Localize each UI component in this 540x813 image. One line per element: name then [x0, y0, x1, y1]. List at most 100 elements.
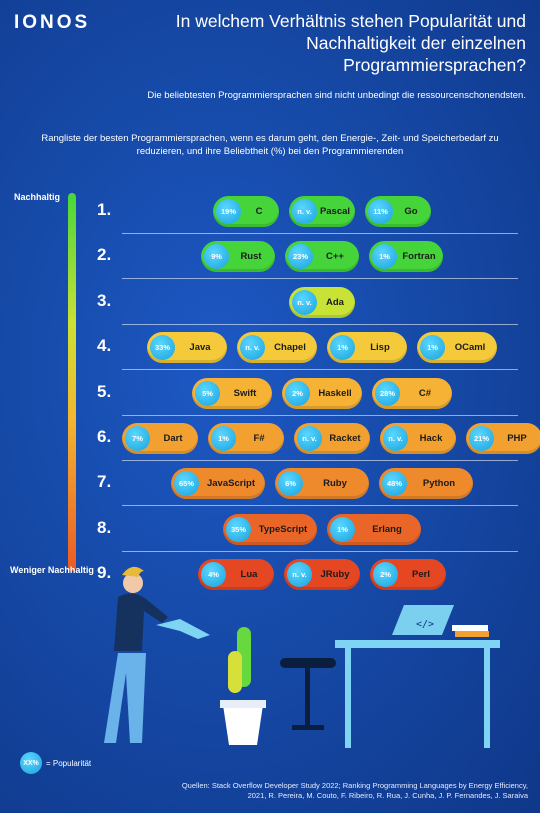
- popularity-badge: 48%: [382, 471, 407, 497]
- language-pill: n. v. JRuby: [284, 559, 360, 591]
- rank-number: 1.: [97, 200, 112, 219]
- ionos-logo: IONOS: [14, 12, 91, 33]
- popularity-badge: 19%: [216, 199, 241, 224]
- desk-icon: [335, 640, 500, 648]
- popularity-badge: 4%: [201, 562, 226, 588]
- page-subtitle: Die beliebtesten Programmiersprachen sin…: [147, 90, 526, 101]
- row-divider: [122, 414, 518, 416]
- popularity-badge: 1%: [211, 426, 236, 451]
- row-divider: [122, 233, 518, 234]
- language-name: Ruby: [323, 478, 347, 490]
- language-pill: 4% Lua: [198, 559, 274, 591]
- popularity-badge: 9%: [204, 244, 229, 270]
- language-name: Haskell: [318, 387, 352, 399]
- popularity-badge: n. v.: [297, 426, 322, 451]
- rank-number: 5.: [97, 381, 112, 401]
- language-pill: 48% Python: [379, 468, 473, 500]
- rank-number: 2.: [97, 245, 112, 265]
- language-pill: 1% OCaml: [417, 332, 497, 364]
- popularity-badge: n. v.: [240, 335, 265, 361]
- language-name: Java: [189, 342, 211, 354]
- language-pill: 9% Rust: [201, 241, 275, 273]
- language-name: Rust: [240, 251, 262, 263]
- rank-number: 9.: [97, 563, 112, 583]
- popularity-badge: n. v.: [383, 426, 408, 451]
- language-name: F#: [253, 433, 265, 444]
- language-pill: 21% PHP: [466, 423, 540, 454]
- chair-icon: [280, 658, 336, 668]
- popularity-badge: n. v.: [292, 199, 317, 224]
- developer-illustration: </>: [104, 566, 500, 748]
- language-name: Erlang: [372, 523, 402, 535]
- source-note: Quellen: Stack Overflow Developer Study …: [181, 781, 528, 800]
- language-pill: 6% Ruby: [275, 468, 369, 500]
- language-name: C: [255, 206, 263, 217]
- popularity-badge: 28%: [375, 380, 400, 406]
- rank-number: 8.: [97, 517, 112, 537]
- rank-number: 3.: [97, 290, 112, 310]
- language-name: PHP: [507, 433, 527, 444]
- language-pill: 19% C: [213, 196, 279, 227]
- language-pill: 1% F#: [208, 423, 284, 454]
- person-legs-icon: [104, 653, 146, 743]
- language-pill: n. v. Racket: [294, 423, 370, 454]
- row-divider: [122, 323, 518, 325]
- popularity-badge: 33%: [150, 335, 175, 361]
- row-divider: [122, 278, 518, 280]
- language-name: Dart: [163, 433, 183, 444]
- language-name: Ada: [326, 296, 344, 308]
- language-name: Racket: [329, 433, 361, 444]
- language-pill: 35% TypeScript: [223, 513, 317, 545]
- popularity-badge: 65%: [174, 471, 199, 497]
- language-name: Pascal: [319, 206, 351, 217]
- legend-text: = Popularität: [46, 758, 92, 768]
- language-pill: 1% Fortran: [369, 241, 443, 273]
- popularity-badge: n. v.: [287, 562, 312, 588]
- popularity-badge: n. v.: [292, 289, 317, 315]
- laptop-icon: [392, 605, 454, 635]
- language-name: Python: [422, 478, 456, 490]
- row-divider: [122, 505, 518, 507]
- row-divider: [122, 460, 518, 461]
- person-head-icon: [123, 573, 143, 593]
- popularity-badge: 11%: [368, 199, 393, 224]
- language-name: Swift: [233, 387, 257, 399]
- language-pill: 23% C++: [285, 241, 359, 273]
- popularity-badge: 1%: [330, 335, 355, 361]
- language-pill: 2% Perl: [370, 559, 446, 591]
- language-name: C#: [418, 387, 432, 399]
- rank-number: 4.: [97, 336, 112, 356]
- person-body-icon: [114, 593, 168, 651]
- language-pill: 5% Swift: [192, 377, 272, 409]
- language-name: Lisp: [370, 342, 390, 354]
- language-pill: n. v. Pascal: [289, 196, 355, 227]
- language-pill: 1% Lisp: [327, 332, 407, 364]
- language-pill: 33% Java: [147, 332, 227, 364]
- language-name: Perl: [412, 569, 430, 581]
- svg-text:</>: </>: [416, 619, 434, 630]
- language-pill: n. v. Chapel: [237, 332, 317, 364]
- language-pill: 28% C#: [372, 377, 452, 409]
- rank-number: 6.: [97, 427, 112, 446]
- rank-number: 7.: [97, 472, 112, 492]
- popularity-badge: 7%: [125, 426, 150, 451]
- person-hair-icon: [122, 566, 144, 577]
- popularity-badge: 2%: [373, 562, 398, 588]
- legend-badge: XX%: [20, 752, 42, 774]
- language-name: JavaScript: [206, 478, 256, 490]
- language-pill: 7% Dart: [122, 423, 198, 454]
- popularity-badge: 21%: [469, 426, 494, 451]
- language-pill: 1% Erlang: [327, 513, 421, 545]
- language-name: Go: [404, 206, 418, 217]
- language-name: Fortran: [402, 251, 436, 263]
- popularity-badge: 35%: [226, 516, 251, 542]
- books-icon: [452, 625, 488, 631]
- popularity-badge: 23%: [288, 244, 313, 270]
- scale-top-label: Nachhaltig: [14, 192, 61, 202]
- plant-pot-icon: [223, 705, 263, 745]
- language-name: Chapel: [274, 342, 306, 354]
- popularity-badge: 5%: [195, 380, 220, 406]
- row-divider: [122, 550, 518, 552]
- language-name: TypeScript: [258, 523, 308, 535]
- watering-can-icon: [156, 619, 210, 639]
